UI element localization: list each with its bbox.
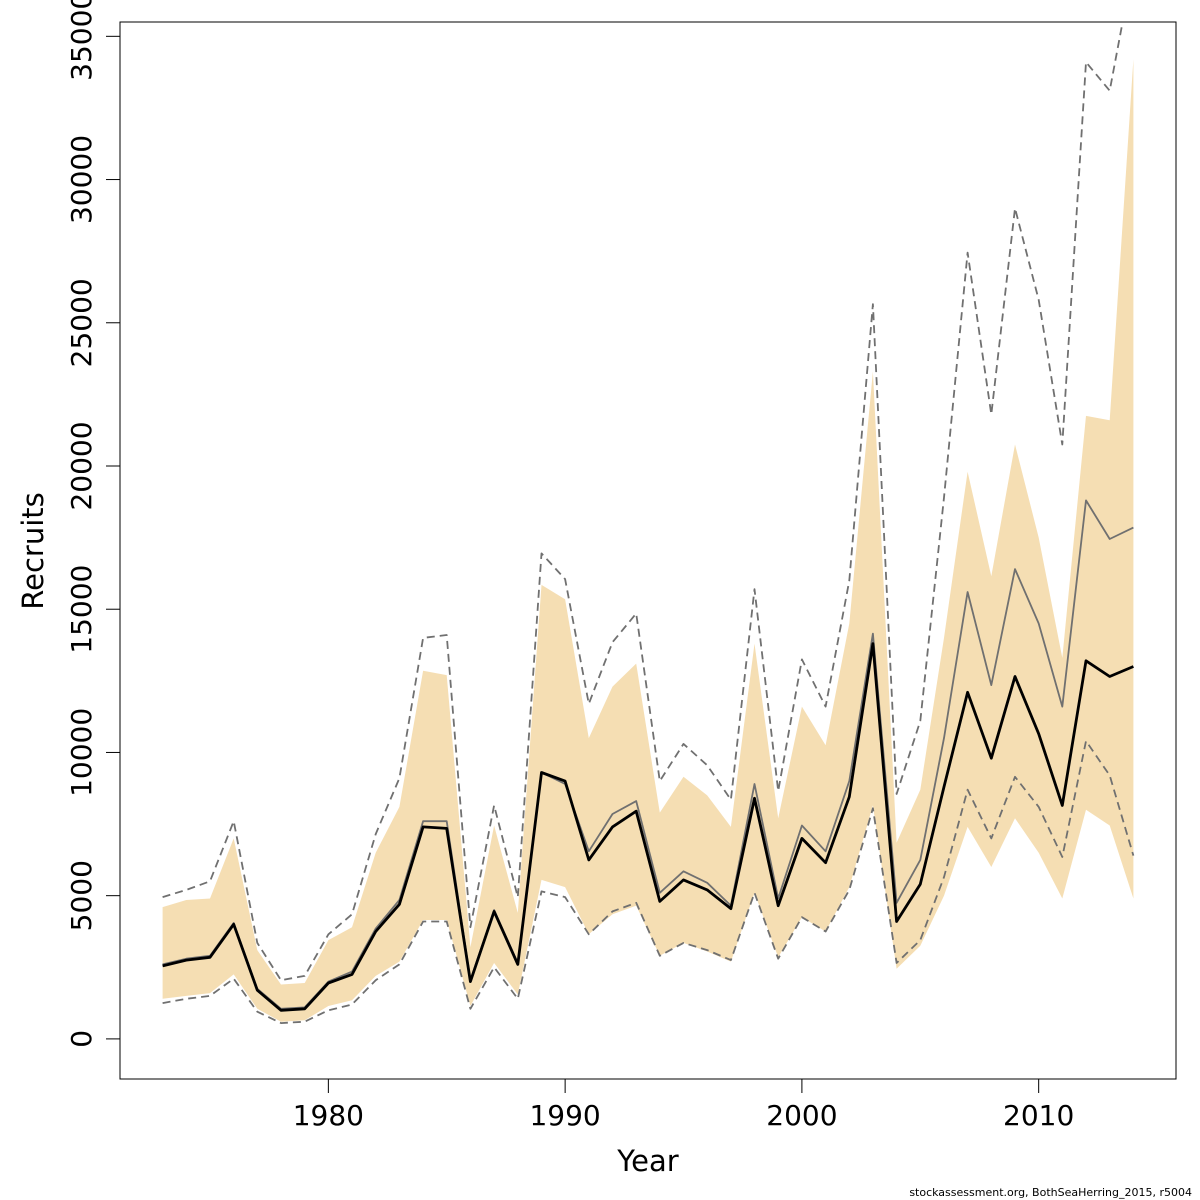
- y-tick-label: 15000: [65, 565, 98, 654]
- plot-frame: [119, 21, 1177, 1080]
- point-estimate-line: [162, 642, 1134, 1012]
- plot-area: [162, 22, 1135, 1024]
- x-tick-label: 1990: [529, 1099, 600, 1132]
- y-tick-label: 25000: [65, 278, 98, 367]
- y-tick-label: 35000: [65, 0, 98, 81]
- y-tick-label: 30000: [65, 135, 98, 224]
- y-axis: 0 5000 10000 15000 20000 25000 30000 35000: [65, 0, 120, 1048]
- x-tick-label: 1980: [293, 1099, 364, 1132]
- y-tick-label: 0: [65, 1030, 98, 1048]
- confidence-band: [162, 59, 1134, 1022]
- x-tick-label: 2000: [766, 1099, 837, 1132]
- y-tick-label: 5000: [65, 860, 98, 931]
- x-axis: 1980 1990 2000 2010: [293, 1079, 1074, 1132]
- y-axis-title: Recruits: [16, 492, 50, 609]
- x-axis-title: Year: [616, 1144, 678, 1178]
- y-tick-label: 10000: [65, 708, 98, 797]
- lower-interval-line: [162, 740, 1135, 1024]
- footer-source-note: stockassessment.org, BothSeaHerring_2015…: [909, 1186, 1192, 1199]
- upper-interval-line: [162, 22, 1124, 982]
- y-tick-label: 20000: [65, 421, 98, 510]
- x-tick-label: 2010: [1003, 1099, 1074, 1132]
